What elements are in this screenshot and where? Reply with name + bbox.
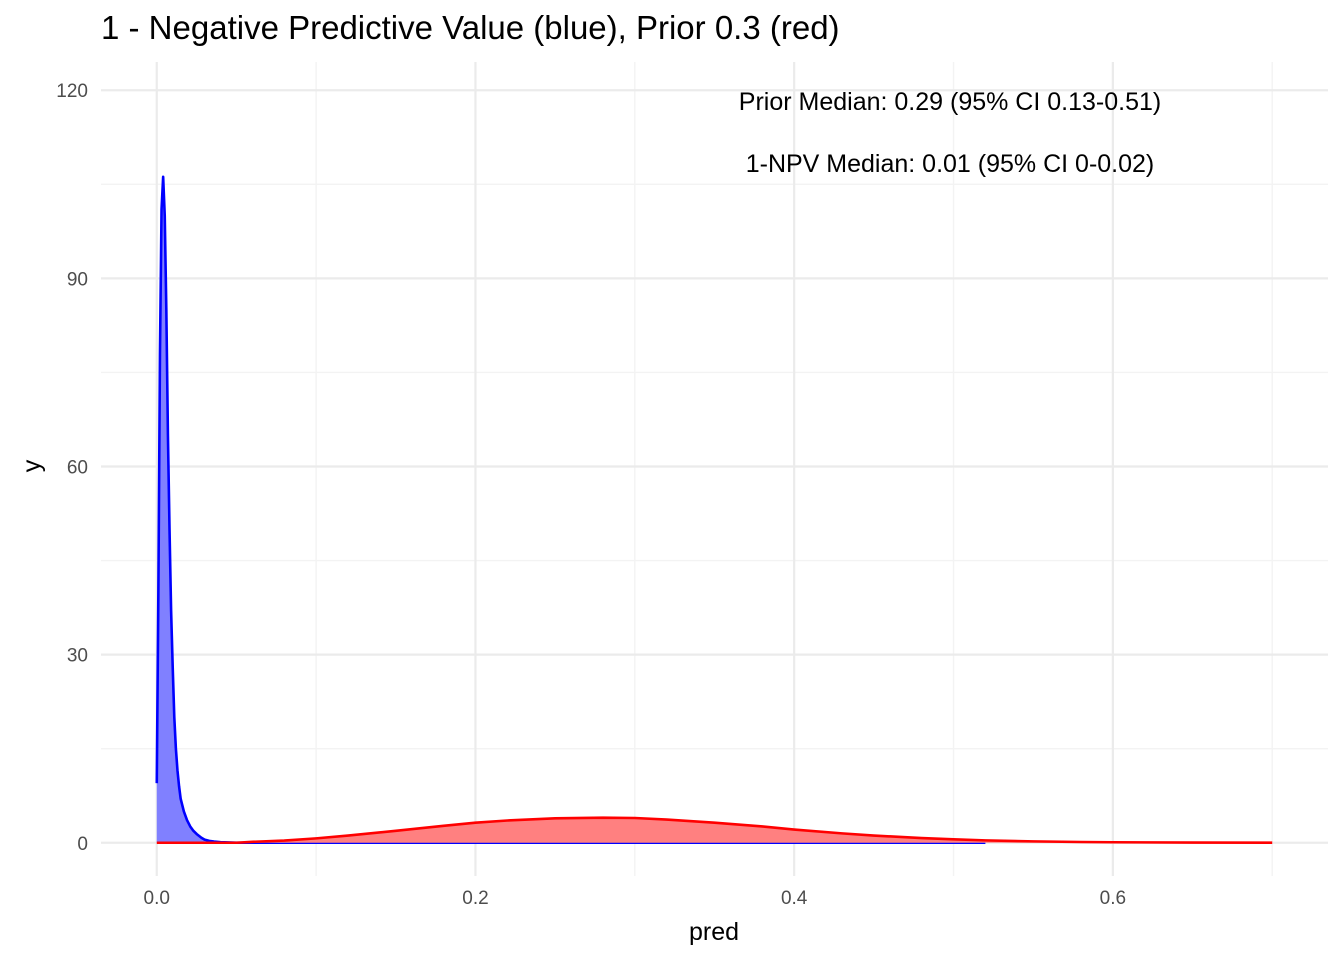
y-tick-label: 120 <box>56 81 88 102</box>
annotation-text: 1-NPV Median: 0.01 (95% CI 0-0.02) <box>746 150 1155 178</box>
chart-title: 1 - Negative Predictive Value (blue), Pr… <box>101 9 840 46</box>
y-axis-title: y <box>18 459 46 472</box>
density-area-1 <box>156 817 1273 843</box>
series-layer <box>155 175 1273 845</box>
density-line-1 <box>156 816 1273 845</box>
density-line-0 <box>155 175 986 845</box>
x-tick-label: 0.6 <box>1100 888 1126 909</box>
annotation-text: Prior Median: 0.29 (95% CI 0.13-0.51) <box>739 88 1161 116</box>
y-tick-label: 30 <box>67 646 88 667</box>
x-axis-title: pred <box>689 918 739 946</box>
x-tick-label: 0.2 <box>462 888 488 909</box>
grid <box>101 62 1328 876</box>
tick-labels: 0.0 0.2 0.4 0.6 0 30 60 90 120 <box>56 81 1126 909</box>
annotations: Prior Median: 0.29 (95% CI 0.13-0.51) 1-N… <box>739 88 1161 178</box>
x-tick-label: 0.0 <box>144 888 170 909</box>
density-area-0 <box>156 176 986 843</box>
y-tick-label: 90 <box>67 269 88 290</box>
y-tick-label: 60 <box>67 457 88 478</box>
y-tick-label: 0 <box>77 834 88 855</box>
x-tick-label: 0.4 <box>781 888 808 909</box>
